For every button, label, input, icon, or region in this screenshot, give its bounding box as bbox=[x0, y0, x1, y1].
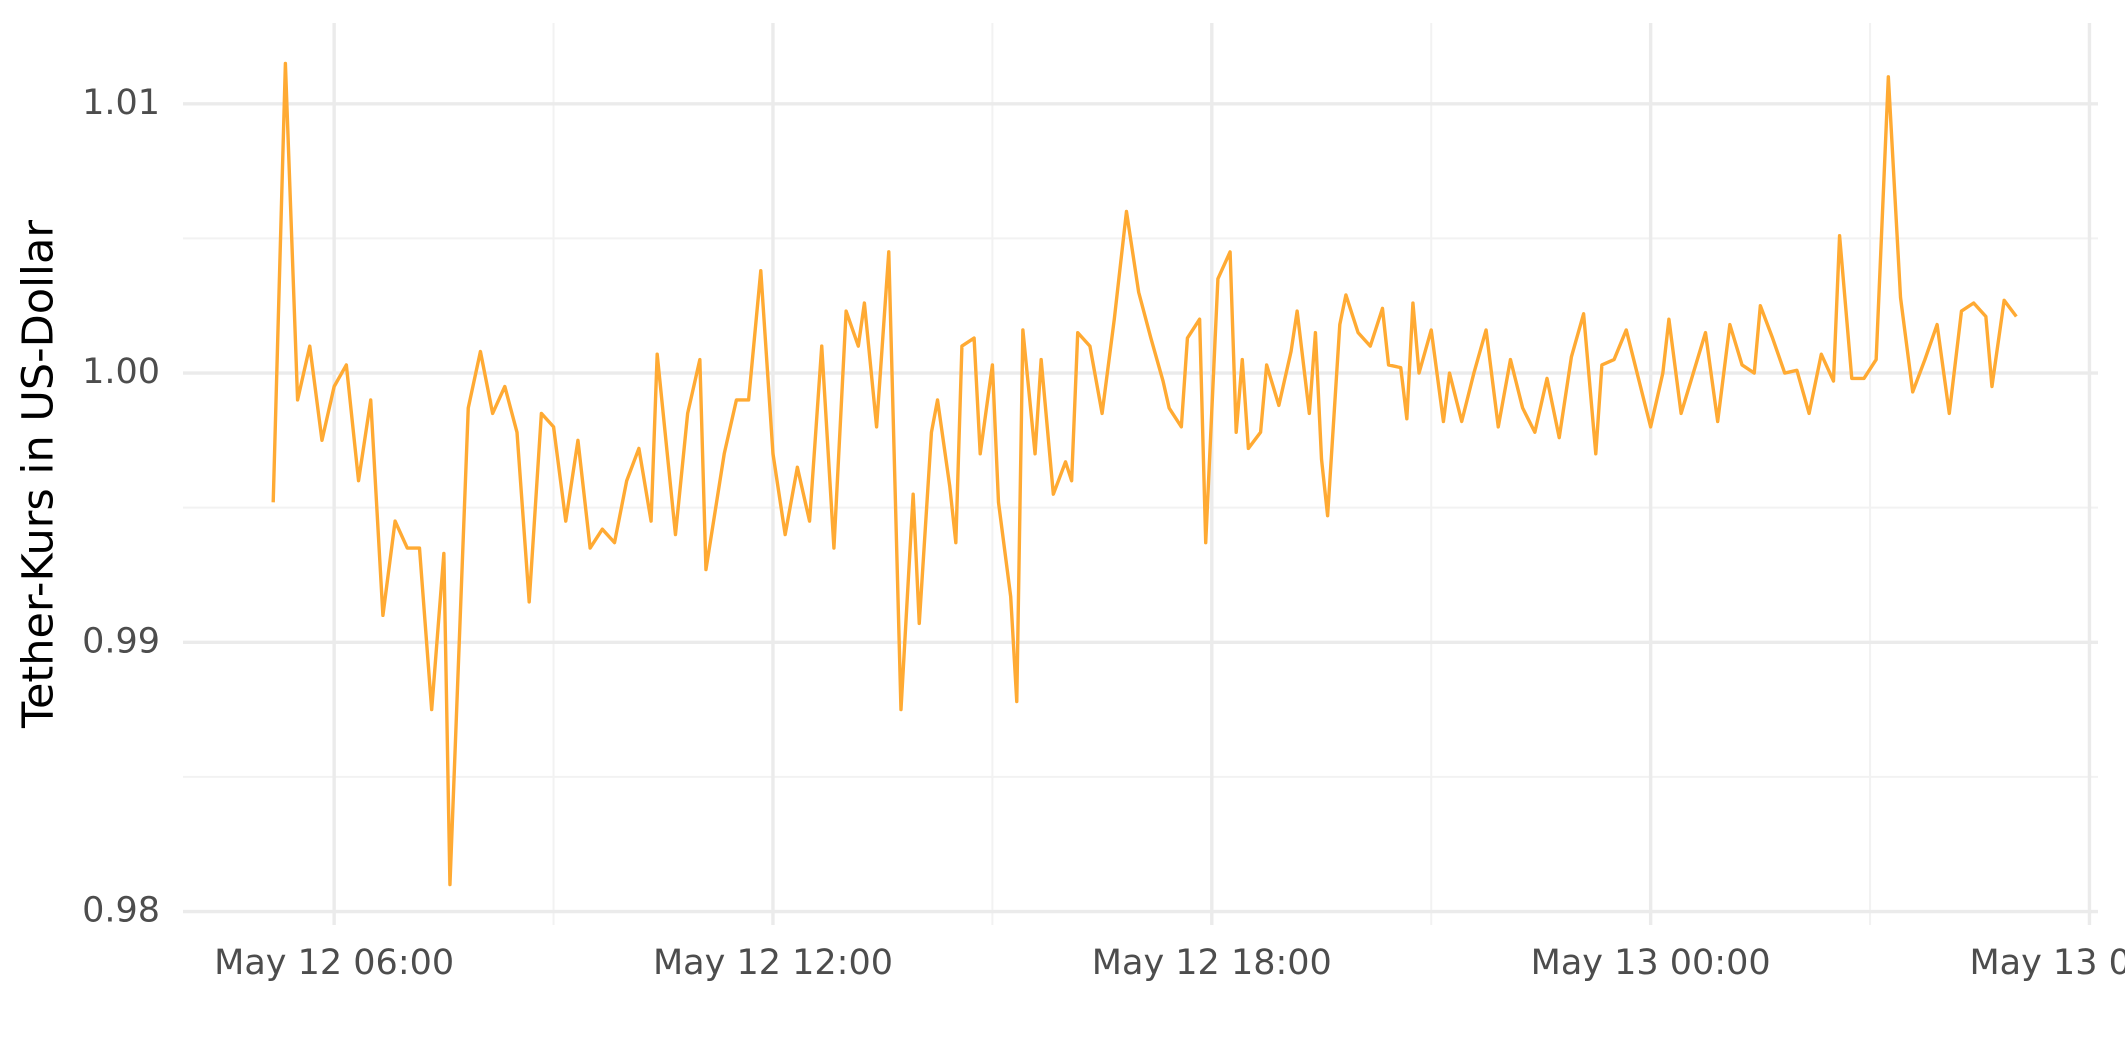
x-tick-label: May 12 06:00 bbox=[214, 943, 454, 983]
y-tick-label: 1.00 bbox=[82, 352, 160, 392]
x-tick-label: May 13 06:00 bbox=[1969, 943, 2125, 983]
marks bbox=[271, 61, 2018, 887]
price-line bbox=[271, 61, 2018, 887]
y-tick-label: 0.99 bbox=[82, 621, 160, 661]
grid bbox=[183, 23, 2098, 925]
y-tick-label: 1.01 bbox=[82, 83, 160, 123]
y-tick-label: 0.98 bbox=[82, 891, 160, 931]
y-axis-title: Tether-Kurs in US-Dollar bbox=[14, 220, 64, 729]
x-tick-label: May 12 12:00 bbox=[653, 943, 893, 983]
x-tick-label: May 13 00:00 bbox=[1531, 943, 1771, 983]
x-tick-label: May 12 18:00 bbox=[1092, 943, 1332, 983]
labels: 0.98 0.99 1.00 1.01 May 12 06:00 May 12 12:00… bbox=[82, 83, 2125, 983]
